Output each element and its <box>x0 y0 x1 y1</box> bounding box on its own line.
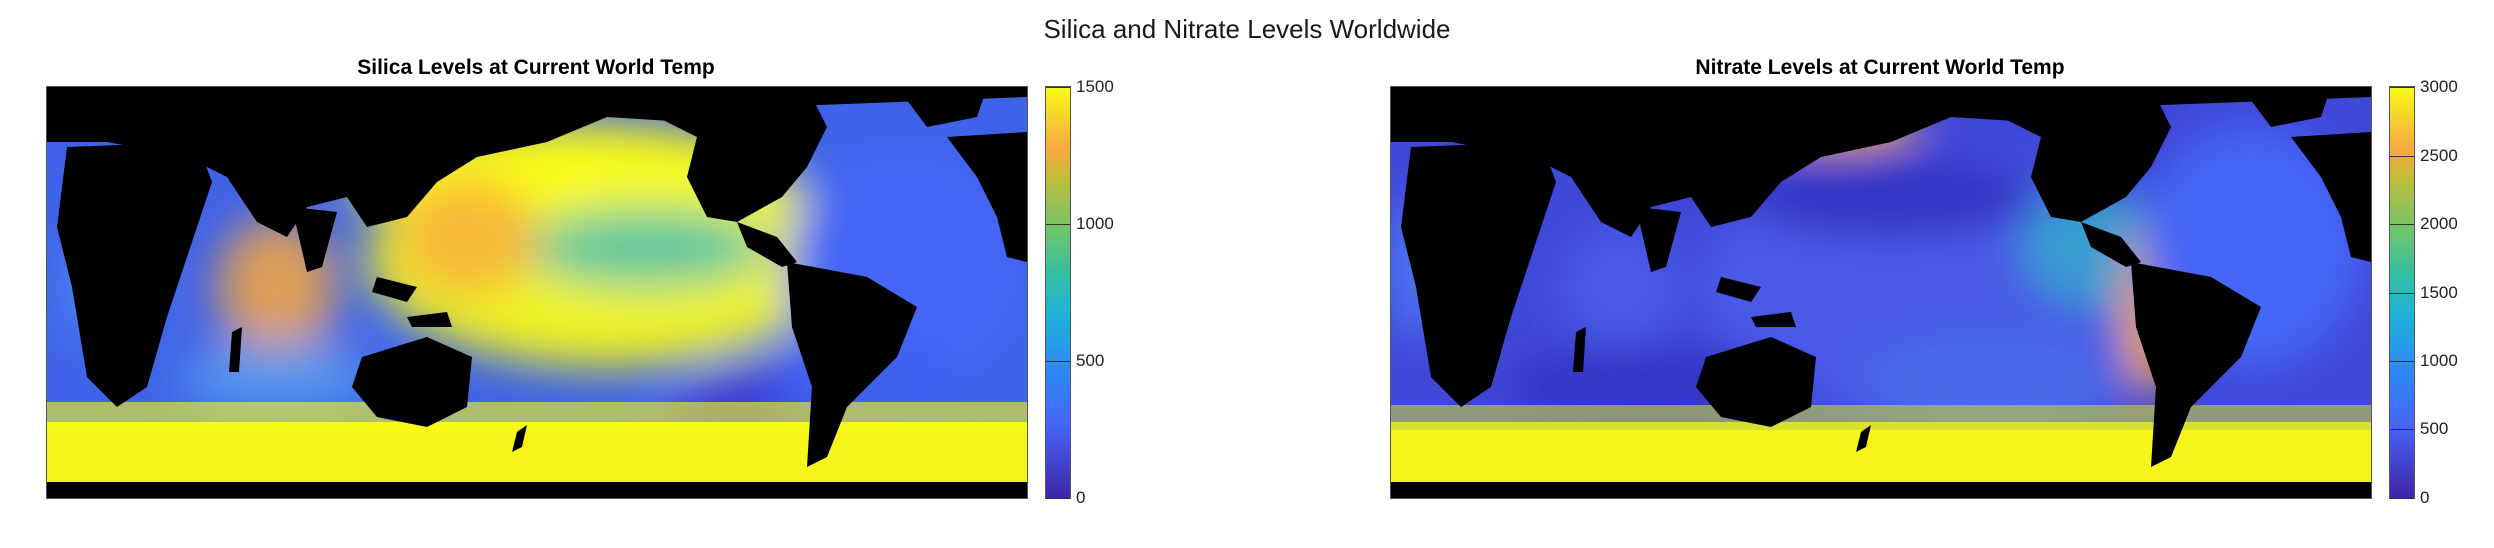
nitrate-colorbar-tick: 0 <box>2420 488 2429 508</box>
nitrate-colorbar-tick: 2500 <box>2420 146 2458 166</box>
silica-map-title: Silica Levels at Current World Temp <box>46 56 1026 80</box>
nitrate-panel: Nitrate Levels at Current World Temp <box>1247 0 2494 548</box>
nitrate-colorbar-tick: 500 <box>2420 419 2448 439</box>
nitrate-colorbar-tick: 3000 <box>2420 77 2458 97</box>
silica-colorbar: 1500 1000 500 0 <box>1045 86 1071 499</box>
nitrate-colorbar-tick: 1500 <box>2420 283 2458 303</box>
nitrate-map-canvas <box>1391 87 2371 498</box>
nitrate-colorbar-tick: 1000 <box>2420 351 2458 371</box>
nitrate-map-title: Nitrate Levels at Current World Temp <box>1390 56 2370 80</box>
silica-map-canvas <box>47 87 1027 498</box>
silica-colorbar-tick: 0 <box>1076 488 1085 508</box>
nitrate-colorbar: 3000 2500 2000 1500 1000 500 0 <box>2389 86 2415 499</box>
silica-map <box>46 86 1028 499</box>
nitrate-colorbar-tick: 2000 <box>2420 214 2458 234</box>
nitrate-map <box>1390 86 2372 499</box>
silica-colorbar-tick: 1000 <box>1076 214 1114 234</box>
silica-panel: Silica Levels at Current World Temp <box>0 0 1247 548</box>
silica-colorbar-tick: 500 <box>1076 351 1104 371</box>
silica-colorbar-tick: 1500 <box>1076 77 1114 97</box>
